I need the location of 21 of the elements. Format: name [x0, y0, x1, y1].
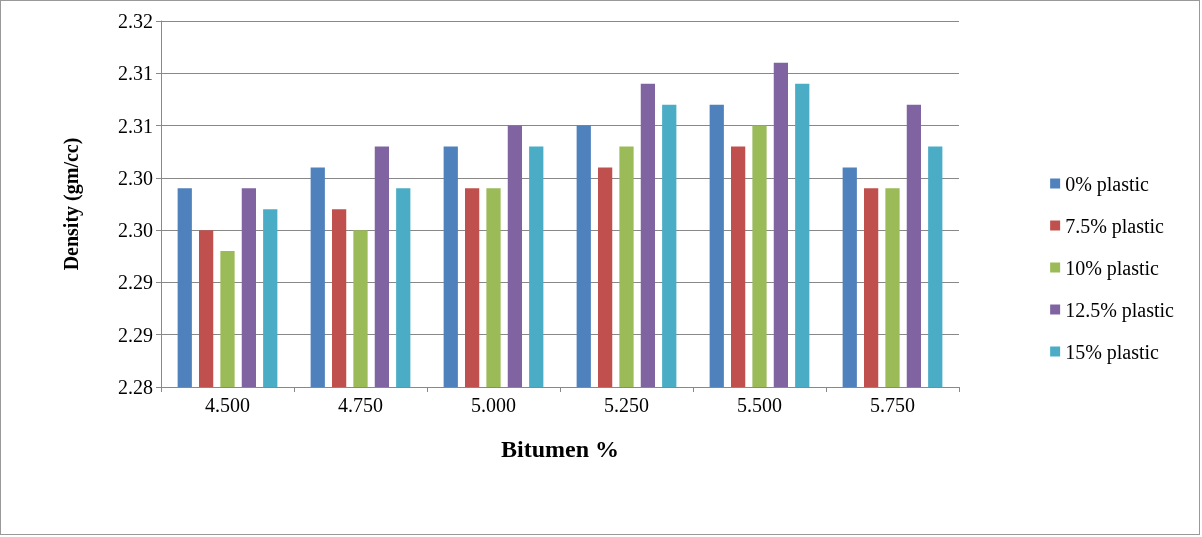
y-tick-label: 2.30 — [118, 166, 153, 189]
y-tick-label: 2.31 — [118, 114, 153, 137]
x-tick-label: 5.500 — [737, 394, 782, 416]
x-tick-label: 5.750 — [870, 394, 915, 416]
legend-label: 0% plastic — [1065, 172, 1150, 196]
legend-label: 7.5% plastic — [1065, 214, 1165, 238]
legend-label: 12.5% plastic — [1065, 298, 1175, 322]
y-tick-label: 2.29 — [118, 323, 153, 346]
y-tick-label: 2.31 — [118, 62, 153, 85]
x-tick-label: 5.250 — [604, 394, 649, 416]
x-tick-label: 5.000 — [471, 394, 516, 416]
x-tick-label: 4.500 — [205, 394, 250, 416]
y-tick-label: 2.28 — [118, 376, 153, 398]
legend-label: 10% plastic — [1065, 256, 1160, 280]
legend-label: 15% plastic — [1065, 340, 1160, 364]
y-tick-label: 2.30 — [118, 219, 153, 242]
x-axis-title: Bitumen % — [500, 436, 620, 462]
x-tick-label: 4.750 — [338, 394, 383, 416]
y-axis-title: Density (gm/cc) — [60, 137, 83, 271]
y-tick-label: 2.29 — [118, 271, 153, 294]
y-tick-label: 2.32 — [118, 10, 153, 32]
